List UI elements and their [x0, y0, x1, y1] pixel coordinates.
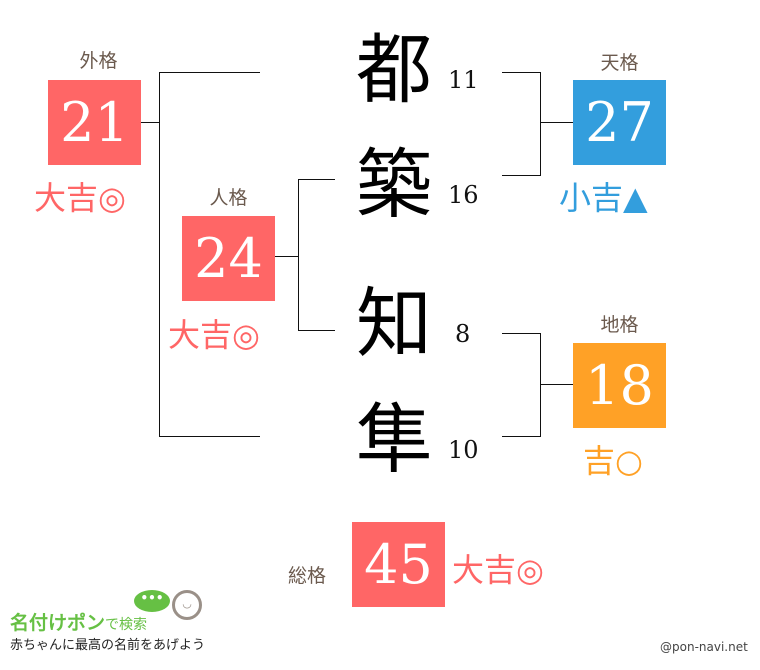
upper-right-bracket-bottom — [502, 175, 540, 176]
jinkaku-label: 人格 — [209, 187, 248, 209]
outer-bracket-stub — [141, 122, 159, 123]
soukaku-value: 45 — [352, 522, 445, 607]
tenkaku-value: 27 — [573, 80, 666, 165]
footer-logo[interactable]: 名付けポンで検索 — [10, 608, 147, 635]
lower-right-bracket-top — [502, 333, 540, 334]
lower-right-bracket-stub — [540, 384, 573, 385]
soukaku-label: 総格 — [288, 565, 327, 587]
jinkaku-fortune: 大吉◎ — [168, 316, 260, 354]
gaikaku-fortune: 大吉◎ — [34, 179, 126, 217]
chikaku-value: 18 — [573, 343, 666, 428]
outer-bracket-bottom — [159, 436, 260, 437]
stroke-count-4: 10 — [448, 436, 479, 464]
chikaku-fortune: 吉○ — [583, 442, 643, 480]
inner-bracket-vertical — [298, 179, 299, 331]
inner-bracket-stub — [275, 256, 298, 257]
gaikaku-value: 21 — [48, 80, 141, 165]
inner-bracket-top — [298, 179, 335, 180]
stroke-count-2: 16 — [448, 181, 479, 209]
stroke-count-1: 11 — [448, 66, 479, 94]
logo-sub: で検索 — [105, 617, 148, 633]
speech-bubble-icon: ••• — [134, 590, 170, 612]
lower-right-bracket-vertical — [540, 333, 541, 437]
tenkaku-label: 天格 — [600, 52, 639, 74]
logo-main: 名付けポン — [10, 612, 106, 634]
tenkaku-fortune: 小吉▲ — [559, 179, 648, 217]
outer-bracket-top — [159, 72, 260, 73]
upper-right-bracket-stub — [540, 122, 573, 123]
gaikaku-label: 外格 — [79, 50, 118, 72]
footer-credit: @pon-navi.net — [660, 640, 748, 654]
name-char-2: 築 — [356, 140, 432, 229]
lower-right-bracket-bottom — [502, 436, 540, 437]
name-char-1: 都 — [356, 25, 432, 114]
outer-bracket-vertical — [159, 72, 160, 437]
jinkaku-value: 24 — [182, 216, 275, 301]
soukaku-fortune: 大吉◎ — [452, 551, 544, 589]
baby-face-icon: ◡ — [172, 590, 202, 620]
footer-tagline: 赤ちゃんに最高の名前をあげよう — [10, 638, 206, 653]
name-char-3: 知 — [356, 279, 432, 368]
upper-right-bracket-vertical — [540, 72, 541, 176]
chikaku-label: 地格 — [600, 314, 639, 336]
stroke-count-3: 8 — [455, 320, 471, 348]
inner-bracket-bottom — [298, 330, 335, 331]
upper-right-bracket-top — [502, 72, 540, 73]
name-char-4: 隼 — [356, 395, 432, 484]
